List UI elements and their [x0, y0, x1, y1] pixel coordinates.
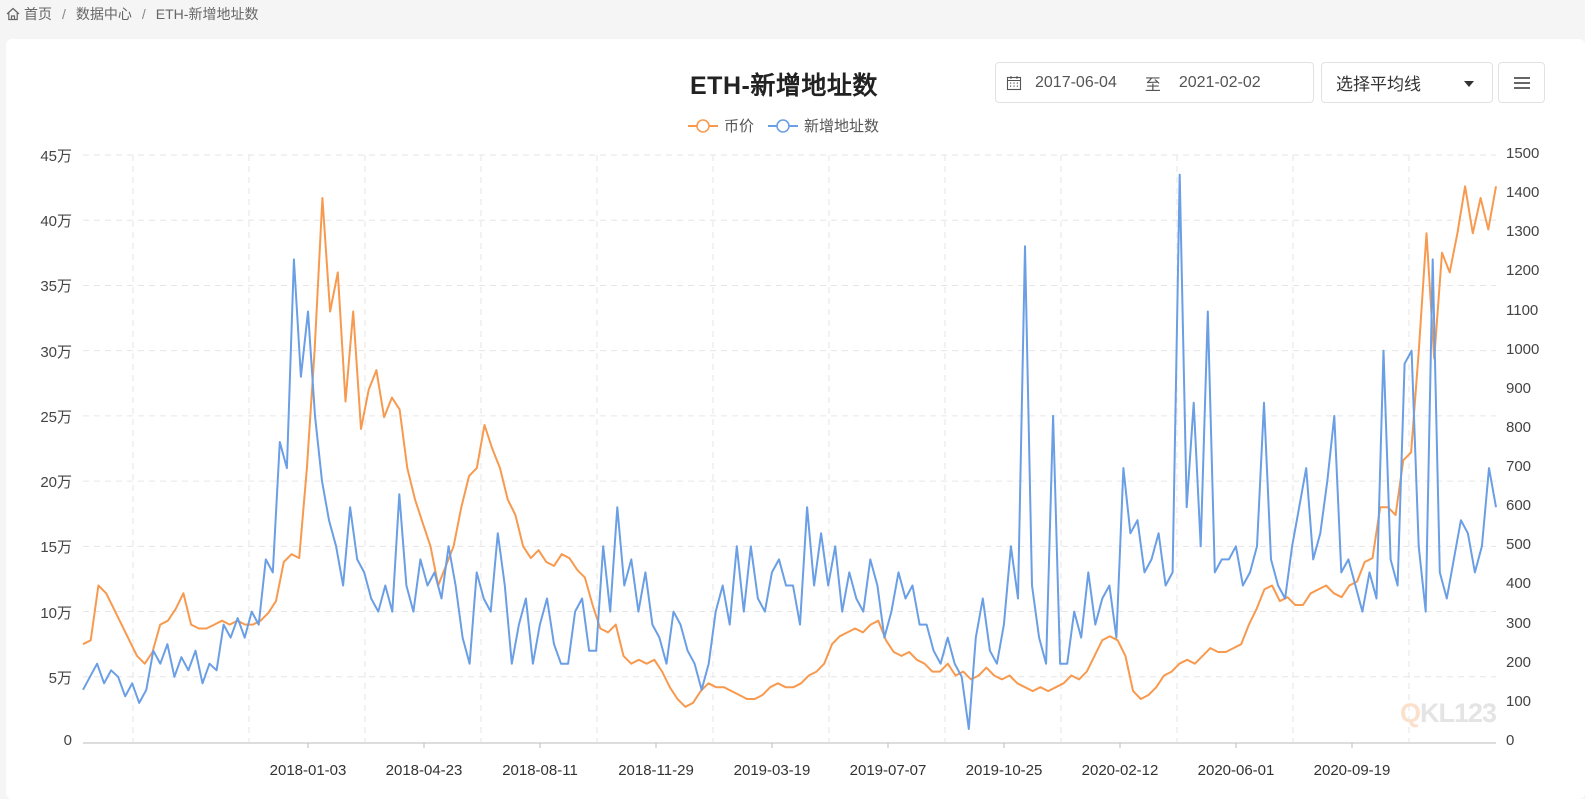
breadcrumb-separator: / — [62, 6, 66, 22]
right-axis-tick: 1200 — [1506, 262, 1540, 280]
x-axis-tick: 2018-04-23 — [385, 762, 463, 779]
left-axis-tick: 40万 — [40, 213, 72, 231]
x-axis-tick: 2020-09-19 — [1313, 762, 1391, 779]
left-axis-tick: 45万 — [40, 148, 72, 165]
legend-line-circle-icon — [688, 118, 718, 133]
date-start-input[interactable]: 2017-06-04 — [1035, 73, 1117, 91]
moving-average-select-label: 选择平均线 — [1336, 75, 1421, 94]
right-axis-tick: 800 — [1506, 418, 1532, 436]
left-axis-tick: 30万 — [40, 343, 72, 361]
left-axis-tick: 25万 — [40, 408, 72, 426]
x-axis-tick: 2018-01-03 — [269, 762, 347, 779]
qkl123-watermark-logo: QKL123 — [1400, 698, 1497, 728]
legend-item-price[interactable]: 币价 — [688, 115, 754, 136]
chart-title: ETH-新增地址数 — [690, 72, 878, 100]
right-axis-tick: 700 — [1506, 458, 1532, 476]
right-axis-tick: 1400 — [1506, 184, 1540, 202]
right-axis-tick: 200 — [1506, 653, 1532, 671]
moving-average-select[interactable]: 选择平均线 — [1321, 62, 1493, 103]
right-axis-tick: 1300 — [1506, 223, 1540, 241]
right-axis-tick: 1000 — [1506, 340, 1540, 358]
legend-item-new-addresses[interactable]: 新增地址数 — [768, 115, 879, 136]
legend-label-price: 币价 — [724, 118, 755, 135]
x-axis-tick: 2019-10-25 — [965, 762, 1043, 779]
x-axis-tick: 2018-11-29 — [618, 762, 694, 779]
legend-label-new-addresses: 新增地址数 — [804, 118, 880, 135]
price-line[interactable] — [82, 185, 1497, 708]
right-axis-tick: 100 — [1506, 692, 1532, 710]
breadcrumb-home[interactable]: 首页 — [24, 6, 52, 22]
date-range-picker[interactable]: 2017-06-04 至 2021-02-02 — [995, 62, 1314, 103]
chart-legend: 币价 新增地址数 — [688, 115, 893, 136]
right-axis-tick: 300 — [1506, 614, 1532, 632]
breadcrumb-separator: / — [141, 6, 146, 22]
breadcrumb-current: ETH-新增地址数 — [155, 6, 259, 22]
date-range-separator: 至 — [1144, 76, 1161, 94]
right-axis-tick: 400 — [1506, 575, 1532, 593]
x-axis-tick: 2020-06-01 — [1197, 762, 1275, 779]
x-axis-tick: 2020-02-12 — [1081, 762, 1159, 779]
left-axis-tick: 20万 — [40, 474, 72, 492]
right-axis-tick: 0 — [1506, 732, 1515, 749]
right-axis-tick: 1500 — [1506, 145, 1540, 162]
left-axis-tick: 0 — [63, 732, 72, 749]
chevron-down-icon — [1464, 81, 1474, 87]
x-axis-tick: 2019-07-07 — [849, 762, 927, 779]
home-icon — [6, 7, 20, 21]
left-axis-tick: 10万 — [40, 604, 72, 622]
chart-menu-button[interactable] — [1498, 62, 1545, 103]
x-axis-tick: 2018-08-11 — [502, 762, 578, 779]
hamburger-menu-icon — [1513, 76, 1530, 89]
left-axis-tick: 35万 — [40, 278, 72, 296]
right-axis-tick: 600 — [1506, 497, 1532, 515]
new-addresses-line[interactable] — [82, 173, 1497, 730]
chart-card — [6, 39, 1585, 799]
date-end-input[interactable]: 2021-02-02 — [1178, 73, 1261, 91]
breadcrumb: 首页 / 数据中心 / ETH-新增地址数 — [6, 3, 258, 25]
right-axis-tick: 900 — [1506, 379, 1532, 397]
right-axis-tick: 1100 — [1506, 301, 1539, 319]
left-axis-tick: 5万 — [48, 669, 72, 687]
right-axis-tick: 500 — [1506, 536, 1532, 554]
breadcrumb-data-center[interactable]: 数据中心 — [75, 6, 132, 22]
legend-line-circle-icon — [768, 118, 799, 133]
x-axis-tick: 2019-03-19 — [733, 762, 811, 779]
calendar-icon — [1006, 75, 1022, 90]
left-axis-tick: 15万 — [40, 539, 72, 557]
